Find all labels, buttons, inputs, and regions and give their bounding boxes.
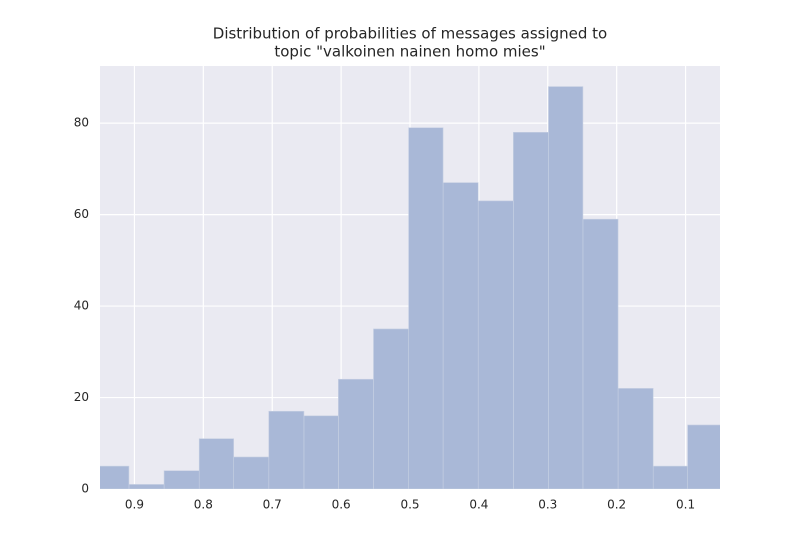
bar: [128, 484, 165, 489]
y-tick-label: 60: [74, 207, 89, 221]
x-tick-label: 0.2: [607, 498, 626, 512]
x-tick-label: 0.7: [263, 498, 282, 512]
bar: [582, 218, 619, 489]
bar: [687, 424, 720, 489]
bar: [373, 328, 409, 489]
x-tick-label: 0.3: [538, 498, 557, 512]
bar: [338, 378, 374, 489]
chart-title: topic "valkoinen nainen homo mies": [274, 43, 545, 61]
bar: [442, 182, 479, 489]
bar: [477, 200, 514, 489]
x-tick-label: 0.6: [332, 498, 351, 512]
x-tick-label: 0.9: [125, 498, 144, 512]
bar: [548, 86, 584, 489]
x-tick-label: 0.4: [469, 498, 488, 512]
bar: [163, 470, 200, 489]
y-tick-label: 0: [81, 482, 89, 496]
x-tick-label: 0.1: [676, 498, 695, 512]
bars: [100, 86, 720, 489]
y-tick-label: 40: [74, 299, 89, 313]
bar: [652, 465, 688, 489]
bar: [268, 410, 305, 489]
x-tick-label: 0.8: [194, 498, 213, 512]
bar: [303, 415, 339, 489]
x-tick-label: 0.5: [400, 498, 419, 512]
chart-title: Distribution of probabilities of message…: [213, 25, 607, 43]
bar: [617, 388, 654, 489]
bar: [513, 132, 549, 489]
y-tick-label: 20: [74, 390, 89, 404]
y-tick-label: 80: [74, 116, 89, 130]
bar: [233, 456, 270, 489]
bar: [408, 127, 444, 489]
bar: [198, 438, 234, 489]
bar: [100, 465, 130, 489]
